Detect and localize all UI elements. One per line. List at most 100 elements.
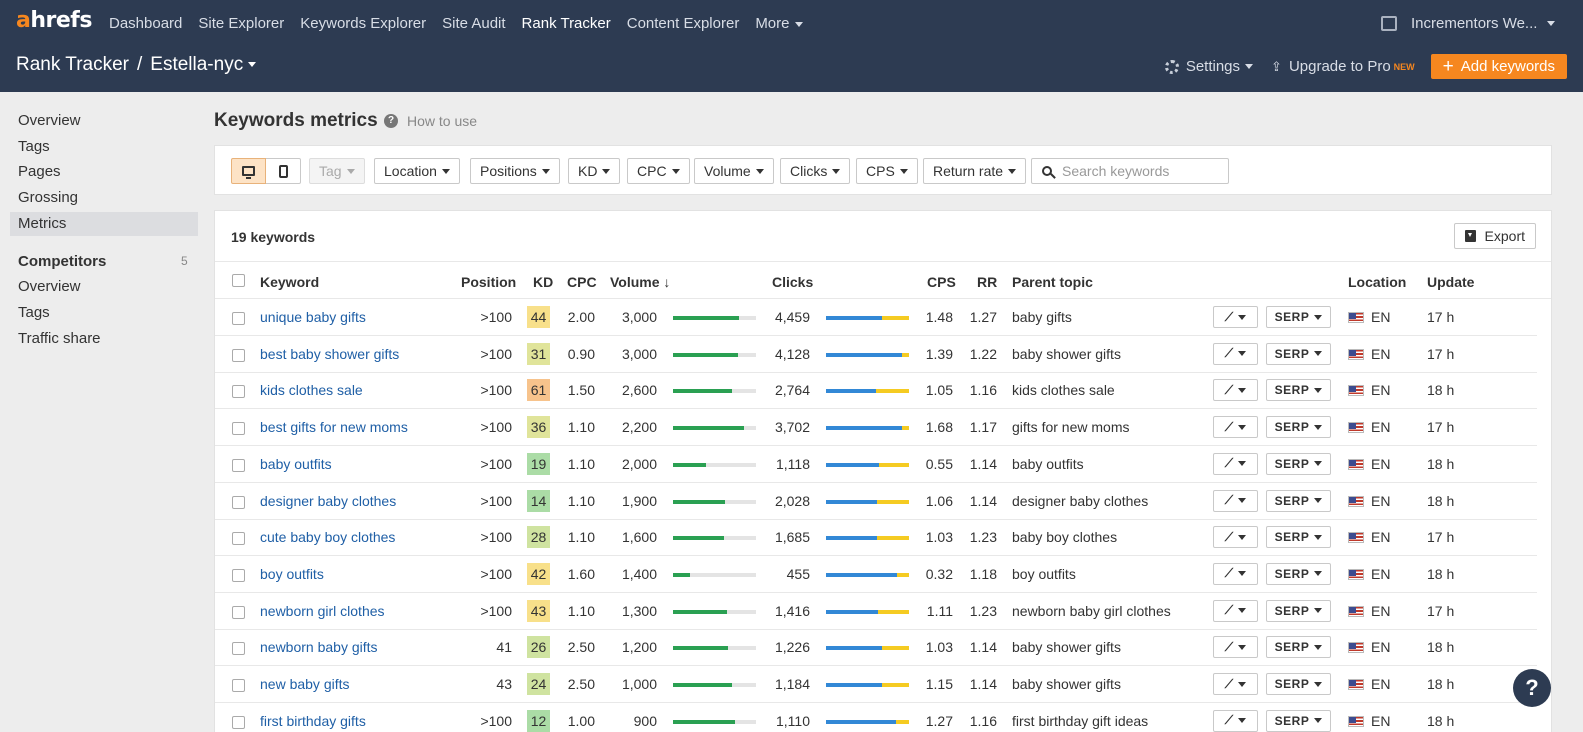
keyword-link[interactable]: new baby gifts (260, 676, 350, 692)
header-kd[interactable]: KD (533, 274, 554, 290)
keyword-link[interactable]: kids clothes sale (260, 382, 363, 399)
row-checkbox[interactable] (232, 532, 245, 546)
keyword-link[interactable]: cute baby boy clothes (260, 529, 396, 546)
position-value: >100 (480, 345, 512, 362)
header-volume[interactable]: Volume ↓ (610, 274, 671, 290)
sidebar-item-metrics[interactable]: Metrics (10, 212, 198, 236)
serp-dropdown-button[interactable]: SERP (1266, 526, 1331, 549)
return-rate-filter[interactable]: Return rate (923, 158, 1027, 184)
serp-dropdown-button[interactable]: SERP (1266, 599, 1331, 622)
volume-filter[interactable]: Volume (694, 158, 774, 184)
sidebar-item-tags[interactable]: Tags (18, 138, 50, 155)
nav-keywords-explorer[interactable]: Keywords Explorer (300, 15, 427, 32)
clicks-filter[interactable]: Clicks (780, 158, 851, 184)
add-keywords-button[interactable]: + Add keywords (1430, 54, 1567, 79)
ahrefs-logo[interactable]: ahrefs (16, 8, 92, 33)
row-checkbox[interactable] (232, 458, 245, 472)
export-button[interactable]: Export (1453, 223, 1536, 249)
nav-content-explorer[interactable]: Content Explorer (626, 15, 740, 32)
header-rr[interactable]: RR (977, 274, 998, 290)
sidebar-item-grossing[interactable]: Grossing (18, 189, 79, 206)
search-input[interactable] (1062, 163, 1222, 179)
row-checkbox[interactable] (232, 348, 245, 362)
project-selector[interactable]: Estella-nyc (150, 54, 257, 76)
nav-site-audit[interactable]: Site Audit (442, 15, 506, 32)
row-checkbox[interactable] (232, 422, 245, 436)
trend-dropdown-button[interactable]: ⟋ (1213, 416, 1258, 439)
trend-dropdown-button[interactable]: ⟋ (1213, 673, 1258, 695)
kd-filter[interactable]: KD (568, 158, 621, 184)
update-time: 17 h (1427, 419, 1455, 436)
trend-dropdown-button[interactable]: ⟋ (1213, 452, 1258, 475)
serp-dropdown-button[interactable]: SERP (1266, 416, 1331, 439)
nav-rank-tracker[interactable]: Rank Tracker (521, 15, 611, 32)
breadcrumb-root[interactable]: Rank Tracker (16, 54, 129, 75)
positions-filter[interactable]: Positions (470, 158, 560, 184)
location-filter[interactable]: Location (374, 158, 460, 184)
mobile-toggle[interactable] (266, 158, 301, 184)
trend-dropdown-button[interactable]: ⟋ (1213, 562, 1258, 585)
trend-dropdown-button[interactable]: ⟋ (1213, 306, 1258, 328)
nav-site-explorer[interactable]: Site Explorer (198, 15, 285, 32)
serp-dropdown-button[interactable]: SERP (1266, 452, 1331, 475)
serp-dropdown-button[interactable]: SERP (1266, 489, 1331, 512)
header-clicks[interactable]: Clicks (772, 274, 814, 290)
keyword-link[interactable]: baby outfits (260, 455, 332, 472)
keyword-link[interactable]: first birthday gifts (260, 712, 366, 729)
trend-dropdown-button[interactable]: ⟋ (1213, 342, 1258, 365)
header-position[interactable]: Position (461, 274, 517, 290)
row-checkbox[interactable] (232, 642, 245, 656)
header-keyword[interactable]: Keyword (260, 274, 320, 290)
header-parent-topic[interactable]: Parent topic (1012, 274, 1093, 290)
header-location[interactable]: Location (1348, 274, 1407, 290)
how-to-use-link[interactable]: ? How to use (384, 113, 477, 129)
sidebar-item-traffic-share[interactable]: Traffic share (18, 330, 101, 347)
serp-dropdown-button[interactable]: SERP (1266, 562, 1331, 585)
help-button[interactable]: ? (1513, 669, 1551, 707)
serp-dropdown-button[interactable]: SERP (1266, 636, 1331, 659)
trend-dropdown-button[interactable]: ⟋ (1213, 379, 1258, 402)
serp-dropdown-button[interactable]: SERP (1266, 306, 1331, 328)
keyword-link[interactable]: unique baby gifts (260, 309, 366, 325)
desktop-toggle[interactable] (231, 158, 266, 184)
row-checkbox[interactable] (232, 568, 245, 582)
sidebar-item-competitors-tags[interactable]: Tags (18, 304, 50, 321)
row-checkbox[interactable] (232, 679, 245, 692)
language-code: EN (1371, 529, 1391, 546)
header-cps[interactable]: CPS (927, 274, 956, 290)
trend-dropdown-button[interactable]: ⟋ (1213, 526, 1258, 549)
sidebar-item-competitors-overview[interactable]: Overview (18, 278, 81, 295)
sidebar-item-pages[interactable]: Pages (18, 163, 61, 180)
cpc-filter[interactable]: CPC (627, 158, 690, 184)
row-checkbox[interactable] (232, 605, 245, 619)
keyword-link[interactable]: newborn baby gifts (260, 639, 378, 656)
serp-dropdown-button[interactable]: SERP (1266, 342, 1331, 365)
cps-filter[interactable]: CPS (856, 158, 918, 184)
keyword-link[interactable]: best gifts for new moms (260, 419, 408, 436)
serp-dropdown-button[interactable]: SERP (1266, 709, 1331, 732)
header-update[interactable]: Update (1427, 274, 1475, 290)
keyword-link[interactable]: best baby shower gifts (260, 345, 400, 362)
trend-dropdown-button[interactable]: ⟋ (1213, 599, 1258, 622)
serp-dropdown-button[interactable]: SERP (1266, 379, 1331, 402)
upgrade-to-pro-link[interactable]: ⇪ Upgrade to Pro NEW (1271, 58, 1415, 75)
row-checkbox[interactable] (232, 715, 245, 729)
row-checkbox[interactable] (232, 312, 245, 325)
nav-more-dropdown[interactable]: More (755, 15, 803, 32)
keyword-link[interactable]: designer baby clothes (260, 492, 397, 509)
serp-dropdown-button[interactable]: SERP (1266, 673, 1331, 695)
settings-dropdown[interactable]: Settings (1164, 58, 1254, 75)
account-menu[interactable]: Incrementors We... (1381, 15, 1556, 32)
row-checkbox[interactable] (232, 495, 245, 509)
tag-filter[interactable]: Tag (309, 158, 365, 184)
row-checkbox[interactable] (232, 385, 245, 399)
header-cpc[interactable]: CPC (567, 274, 597, 290)
keyword-link[interactable]: boy outfits (260, 565, 324, 582)
trend-dropdown-button[interactable]: ⟋ (1213, 489, 1258, 512)
keyword-link[interactable]: newborn girl clothes (260, 602, 385, 619)
select-all-checkbox[interactable] (232, 274, 245, 287)
trend-dropdown-button[interactable]: ⟋ (1213, 709, 1258, 732)
sidebar-item-overview[interactable]: Overview (18, 112, 81, 129)
nav-dashboard[interactable]: Dashboard (109, 15, 183, 32)
trend-dropdown-button[interactable]: ⟋ (1213, 636, 1258, 659)
